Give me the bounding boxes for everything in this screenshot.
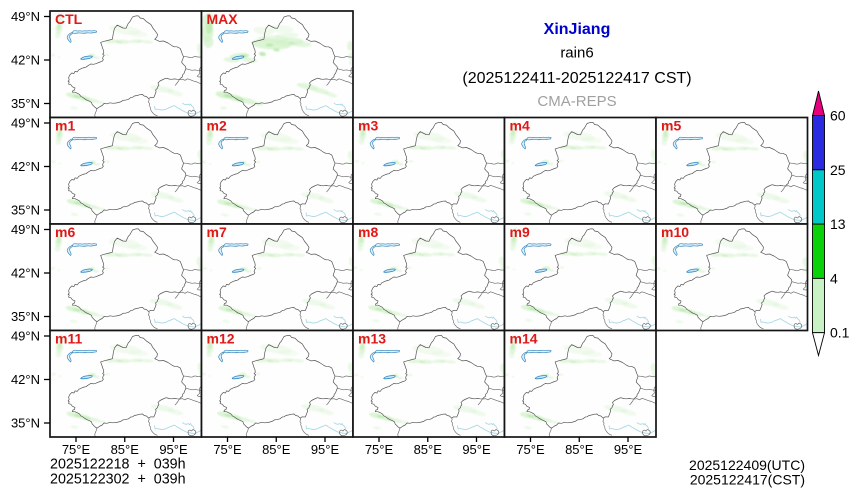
svg-text:95°E: 95°E bbox=[614, 442, 643, 457]
svg-text:75°E: 75°E bbox=[213, 442, 242, 457]
svg-text:m13: m13 bbox=[358, 331, 386, 347]
svg-text:2025122302 + 039h: 2025122302 + 039h bbox=[50, 472, 186, 488]
svg-text:75°E: 75°E bbox=[516, 442, 545, 457]
svg-text:42°N: 42°N bbox=[11, 53, 40, 68]
svg-text:m9: m9 bbox=[510, 224, 530, 240]
svg-text:m4: m4 bbox=[510, 118, 530, 134]
svg-text:85°E: 85°E bbox=[262, 442, 291, 457]
svg-text:13: 13 bbox=[830, 216, 846, 232]
svg-text:m6: m6 bbox=[55, 224, 75, 240]
svg-text:49°N: 49°N bbox=[11, 9, 40, 24]
svg-text:85°E: 85°E bbox=[111, 442, 140, 457]
svg-text:35°N: 35°N bbox=[11, 96, 40, 111]
svg-text:75°E: 75°E bbox=[365, 442, 394, 457]
svg-text:60: 60 bbox=[830, 108, 846, 124]
svg-text:42°N: 42°N bbox=[11, 159, 40, 174]
svg-text:2025122218 + 039h: 2025122218 + 039h bbox=[50, 457, 186, 473]
svg-text:42°N: 42°N bbox=[11, 266, 40, 281]
svg-text:m3: m3 bbox=[358, 118, 378, 134]
svg-text:2025122409(UTC): 2025122409(UTC) bbox=[689, 457, 805, 473]
svg-text:m12: m12 bbox=[207, 331, 235, 347]
svg-text:49°N: 49°N bbox=[11, 222, 40, 237]
svg-text:4: 4 bbox=[830, 270, 838, 286]
svg-text:m11: m11 bbox=[55, 331, 82, 347]
svg-text:XinJiang: XinJiang bbox=[544, 21, 611, 38]
svg-text:35°N: 35°N bbox=[11, 309, 40, 324]
svg-text:75°E: 75°E bbox=[62, 442, 91, 457]
svg-text:25: 25 bbox=[830, 162, 846, 178]
svg-text:CMA-REPS: CMA-REPS bbox=[537, 93, 616, 110]
svg-text:m10: m10 bbox=[661, 224, 689, 240]
svg-text:m8: m8 bbox=[358, 224, 378, 240]
svg-text:95°E: 95°E bbox=[311, 442, 340, 457]
svg-text:rain6: rain6 bbox=[560, 45, 593, 62]
svg-text:49°N: 49°N bbox=[11, 329, 40, 344]
svg-text:0.1: 0.1 bbox=[830, 325, 850, 341]
svg-text:95°E: 95°E bbox=[462, 442, 491, 457]
svg-text:85°E: 85°E bbox=[414, 442, 443, 457]
svg-text:2025122417(CST): 2025122417(CST) bbox=[690, 472, 805, 488]
svg-text:CTL: CTL bbox=[55, 11, 83, 27]
svg-text:(2025122411-2025122417 CST): (2025122411-2025122417 CST) bbox=[462, 70, 691, 87]
svg-text:m7: m7 bbox=[207, 224, 227, 240]
svg-text:m14: m14 bbox=[510, 331, 538, 347]
svg-text:95°E: 95°E bbox=[159, 442, 188, 457]
svg-text:m5: m5 bbox=[661, 118, 681, 134]
svg-text:49°N: 49°N bbox=[11, 116, 40, 131]
svg-text:m2: m2 bbox=[207, 118, 227, 134]
svg-text:42°N: 42°N bbox=[11, 372, 40, 387]
svg-text:MAX: MAX bbox=[207, 11, 239, 27]
svg-text:m1: m1 bbox=[55, 118, 75, 134]
svg-text:85°E: 85°E bbox=[565, 442, 594, 457]
svg-text:35°N: 35°N bbox=[11, 203, 40, 218]
svg-text:35°N: 35°N bbox=[11, 416, 40, 431]
